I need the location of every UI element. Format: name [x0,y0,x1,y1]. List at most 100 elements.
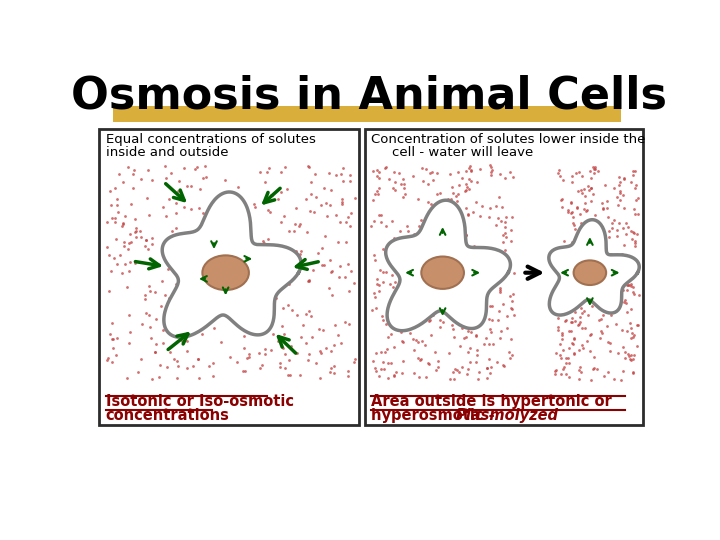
Point [600,197,612,205]
Point [125,200,137,208]
Point [462,348,474,357]
Point [574,168,585,177]
Point [461,183,472,192]
Point [456,323,467,332]
Point [372,172,383,180]
Point [349,355,361,363]
Point [346,209,357,218]
Point [492,316,504,325]
Point [389,370,400,379]
Point [622,222,634,231]
Point [377,357,389,366]
Point [485,250,496,259]
Point [300,195,312,204]
Point [618,173,630,182]
Point [325,201,336,210]
Point [560,316,572,325]
Point [608,183,620,192]
Point [412,338,423,346]
Point [125,258,136,267]
Point [292,310,303,319]
Point [261,168,273,177]
Point [147,176,158,184]
Point [397,338,409,346]
Point [472,374,484,383]
Point [385,358,397,367]
Point [500,229,511,238]
Point [415,216,427,225]
Point [176,300,187,308]
Point [423,317,435,326]
Point [444,170,456,178]
Point [629,184,641,192]
Point [304,277,315,286]
Point [109,183,120,192]
Point [595,333,606,342]
Point [109,217,121,226]
Point [222,263,233,272]
Point [625,319,636,327]
Point [504,168,516,177]
Point [329,321,341,329]
Point [254,363,266,372]
Point [243,353,255,361]
Point [576,368,588,376]
Point [238,332,250,341]
Point [388,168,400,177]
Point [258,322,270,331]
Point [559,237,570,245]
Point [579,192,590,200]
Point [192,162,203,171]
Point [348,279,360,287]
Point [130,233,141,241]
Point [550,366,562,375]
Point [485,168,497,177]
Point [501,324,513,333]
Point [483,213,495,221]
Point [373,286,384,295]
Point [423,360,434,369]
Point [495,286,506,294]
Point [474,368,485,376]
Point [446,194,457,203]
Point [596,328,608,337]
Point [319,232,330,240]
Point [434,189,446,198]
Point [305,177,317,186]
Point [181,182,193,191]
Point [552,322,564,331]
Point [264,164,275,173]
Point [565,198,577,207]
Point [139,241,150,250]
Point [552,169,564,178]
Point [446,306,457,315]
Point [368,251,379,259]
Text: Isotonic or Iso-osmotic: Isotonic or Iso-osmotic [106,394,294,409]
Point [461,231,472,239]
Point [560,354,572,362]
Point [250,242,261,251]
Point [432,232,444,240]
Point [102,355,113,364]
Point [163,194,175,203]
Point [389,278,400,286]
Point [108,335,120,343]
Point [161,211,172,220]
Point [493,307,505,315]
Point [116,222,127,231]
Point [372,187,383,195]
Point [249,203,261,212]
Point [611,232,623,240]
Point [555,195,567,204]
Point [575,362,586,371]
Point [577,344,589,353]
Point [238,343,249,352]
Point [485,171,496,179]
Point [379,365,390,374]
Point [135,175,146,184]
Point [383,175,395,184]
Point [284,271,296,279]
Point [303,276,315,285]
Point [565,327,577,336]
Point [253,349,265,357]
